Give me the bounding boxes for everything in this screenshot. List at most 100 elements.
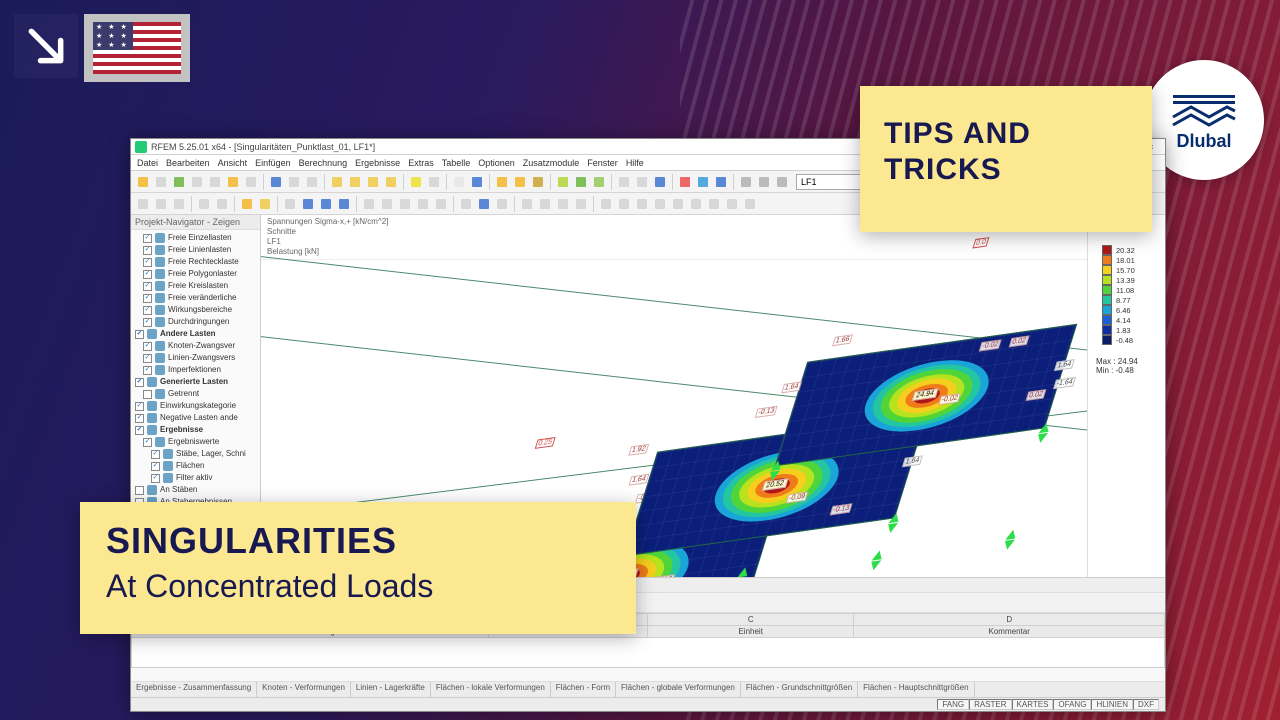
checkbox-icon[interactable] — [143, 342, 152, 351]
toolbar-button[interactable] — [677, 174, 693, 190]
toolbar-button[interactable] — [415, 196, 431, 212]
checkbox-icon[interactable] — [151, 462, 160, 471]
results-tab[interactable]: Flächen - Hauptschnittgrößen — [858, 682, 974, 697]
results-tab[interactable]: Flächen - Form — [551, 682, 616, 697]
menu-ergebnisse[interactable]: Ergebnisse — [355, 158, 400, 168]
tree-item[interactable]: Andere Lasten — [135, 328, 260, 340]
toolbar-button[interactable] — [171, 174, 187, 190]
tree-item[interactable]: An Stäben — [135, 484, 260, 496]
toolbar-button[interactable] — [670, 196, 686, 212]
menu-ansicht[interactable]: Ansicht — [218, 158, 248, 168]
checkbox-icon[interactable] — [143, 282, 152, 291]
tree-item[interactable]: Flächen — [135, 460, 260, 472]
toolbar-button[interactable] — [329, 174, 345, 190]
toolbar-button[interactable] — [171, 196, 187, 212]
toolbar-button[interactable] — [616, 174, 632, 190]
tree-item[interactable]: Freie veränderliche — [135, 292, 260, 304]
toolbar-button[interactable] — [239, 196, 255, 212]
toolbar-button[interactable] — [688, 196, 704, 212]
toolbar-button[interactable] — [361, 196, 377, 212]
toolbar-button[interactable] — [573, 174, 589, 190]
checkbox-icon[interactable] — [143, 306, 152, 315]
tree-item[interactable]: Freie Kreislasten — [135, 280, 260, 292]
toolbar-button[interactable] — [742, 196, 758, 212]
toolbar-button[interactable] — [458, 196, 474, 212]
status-toggle[interactable]: HLINIEN — [1091, 699, 1133, 710]
toolbar-button[interactable] — [153, 174, 169, 190]
toolbar-button[interactable] — [397, 196, 413, 212]
toolbar-button[interactable] — [135, 196, 151, 212]
toolbar-button[interactable] — [598, 196, 614, 212]
checkbox-icon[interactable] — [135, 402, 144, 411]
checkbox-icon[interactable] — [151, 474, 160, 483]
results-tab[interactable]: Knoten - Verformungen — [257, 682, 351, 697]
toolbar-button[interactable] — [243, 174, 259, 190]
tree-item[interactable]: Knoten-Zwangsver — [135, 340, 260, 352]
toolbar-button[interactable] — [135, 174, 151, 190]
tree-item[interactable]: Imperfektionen — [135, 364, 260, 376]
menu-berechnung[interactable]: Berechnung — [299, 158, 348, 168]
toolbar-button[interactable] — [713, 174, 729, 190]
toolbar-button[interactable] — [383, 174, 399, 190]
checkbox-icon[interactable] — [135, 414, 144, 423]
tree-item[interactable]: Wirkungsbereiche — [135, 304, 260, 316]
toolbar-button[interactable] — [300, 196, 316, 212]
toolbar-button[interactable] — [318, 196, 334, 212]
menu-fenster[interactable]: Fenster — [587, 158, 618, 168]
menu-extras[interactable]: Extras — [408, 158, 434, 168]
toolbar-button[interactable] — [268, 174, 284, 190]
checkbox-icon[interactable] — [143, 294, 152, 303]
menu-zusatzmodule[interactable]: Zusatzmodule — [523, 158, 580, 168]
checkbox-icon[interactable] — [151, 450, 160, 459]
tree-item[interactable]: Stäbe, Lager, Schni — [135, 448, 260, 460]
toolbar-button[interactable] — [347, 174, 363, 190]
tree-item[interactable]: Freie Rechtecklaste — [135, 256, 260, 268]
toolbar-button[interactable] — [153, 196, 169, 212]
loadcase-dropdown[interactable]: LF1▾ — [796, 174, 868, 190]
toolbar-button[interactable] — [774, 174, 790, 190]
checkbox-icon[interactable] — [143, 270, 152, 279]
toolbar-button[interactable] — [591, 174, 607, 190]
toolbar-button[interactable] — [634, 174, 650, 190]
tree-item[interactable]: Linien-Zwangsvers — [135, 352, 260, 364]
tree-item[interactable]: Freie Einzellasten — [135, 232, 260, 244]
toolbar-button[interactable] — [426, 174, 442, 190]
tree-item[interactable]: Negative Lasten ande — [135, 412, 260, 424]
toolbar-button[interactable] — [652, 196, 668, 212]
toolbar-button[interactable] — [494, 174, 510, 190]
tree-item[interactable]: Ergebniswerte — [135, 436, 260, 448]
toolbar-button[interactable] — [379, 196, 395, 212]
menu-bearbeiten[interactable]: Bearbeiten — [166, 158, 210, 168]
checkbox-icon[interactable] — [143, 318, 152, 327]
tree-item[interactable]: Getrennt — [135, 388, 260, 400]
toolbar-button[interactable] — [494, 196, 510, 212]
checkbox-icon[interactable] — [135, 486, 144, 495]
toolbar-button[interactable] — [257, 196, 273, 212]
toolbar-button[interactable] — [555, 174, 571, 190]
checkbox-icon[interactable] — [143, 438, 152, 447]
toolbar-button[interactable] — [433, 196, 449, 212]
status-toggle[interactable]: OFANG — [1053, 699, 1091, 710]
checkbox-icon[interactable] — [143, 234, 152, 243]
results-tab[interactable]: Flächen - Grundschnittgrößen — [741, 682, 858, 697]
toolbar-button[interactable] — [555, 196, 571, 212]
results-tab[interactable]: Flächen - globale Verformungen — [616, 682, 741, 697]
checkbox-icon[interactable] — [135, 426, 144, 435]
toolbar-button[interactable] — [537, 196, 553, 212]
results-tab[interactable]: Linien - Lagerkräfte — [351, 682, 431, 697]
results-tab[interactable]: Flächen - lokale Verformungen — [431, 682, 551, 697]
status-toggle[interactable]: RASTER — [969, 699, 1011, 710]
menu-hilfe[interactable]: Hilfe — [626, 158, 644, 168]
toolbar-button[interactable] — [304, 174, 320, 190]
tree-item[interactable]: Ergebnisse — [135, 424, 260, 436]
menu-einfügen[interactable]: Einfügen — [255, 158, 291, 168]
checkbox-icon[interactable] — [135, 330, 144, 339]
toolbar-button[interactable] — [724, 196, 740, 212]
toolbar-button[interactable] — [573, 196, 589, 212]
locale-flag-us[interactable] — [84, 14, 190, 82]
toolbar-button[interactable] — [530, 174, 546, 190]
toolbar-button[interactable] — [408, 174, 424, 190]
results-tab[interactable]: Ergebnisse - Zusammenfassung — [131, 682, 257, 697]
tree-item[interactable]: Filter aktiv — [135, 472, 260, 484]
toolbar-button[interactable] — [738, 174, 754, 190]
